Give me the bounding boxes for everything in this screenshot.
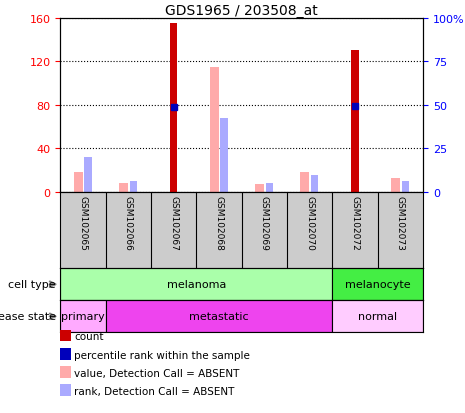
Text: GSM102067: GSM102067 bbox=[169, 196, 178, 251]
Bar bbox=[210, 67, 219, 192]
Text: disease state: disease state bbox=[0, 311, 56, 322]
Text: percentile rank within the sample: percentile rank within the sample bbox=[74, 350, 250, 360]
Bar bbox=[266, 183, 273, 192]
Bar bbox=[332, 301, 423, 332]
Text: normal: normal bbox=[358, 311, 398, 322]
Bar bbox=[300, 173, 309, 192]
Bar bbox=[106, 301, 332, 332]
Bar bbox=[332, 268, 423, 301]
Text: melanoma: melanoma bbox=[167, 280, 226, 290]
Bar bbox=[84, 157, 92, 192]
Text: GSM102070: GSM102070 bbox=[306, 196, 314, 251]
Text: GSM102068: GSM102068 bbox=[215, 196, 224, 251]
Text: GSM102072: GSM102072 bbox=[351, 196, 359, 250]
Bar bbox=[311, 176, 319, 192]
Text: count: count bbox=[74, 332, 104, 342]
Bar bbox=[119, 183, 128, 192]
Bar bbox=[60, 301, 106, 332]
Text: melanocyte: melanocyte bbox=[345, 280, 411, 290]
Bar bbox=[255, 185, 264, 192]
Bar bbox=[391, 179, 400, 192]
Text: cell type: cell type bbox=[8, 280, 56, 290]
Bar bbox=[220, 118, 228, 192]
Text: rank, Detection Call = ABSENT: rank, Detection Call = ABSENT bbox=[74, 386, 235, 396]
Text: GSM102065: GSM102065 bbox=[79, 196, 87, 251]
Bar bbox=[170, 24, 178, 192]
Text: GSM102069: GSM102069 bbox=[260, 196, 269, 251]
Bar bbox=[402, 181, 409, 192]
Text: primary: primary bbox=[61, 311, 105, 322]
Text: GSM102073: GSM102073 bbox=[396, 196, 405, 251]
Bar bbox=[352, 51, 359, 192]
Bar bbox=[130, 181, 137, 192]
Text: GSM102066: GSM102066 bbox=[124, 196, 133, 251]
Bar bbox=[74, 173, 83, 192]
Text: metastatic: metastatic bbox=[189, 311, 249, 322]
Text: value, Detection Call = ABSENT: value, Detection Call = ABSENT bbox=[74, 368, 240, 378]
Bar bbox=[60, 268, 332, 301]
Title: GDS1965 / 203508_at: GDS1965 / 203508_at bbox=[166, 4, 318, 18]
